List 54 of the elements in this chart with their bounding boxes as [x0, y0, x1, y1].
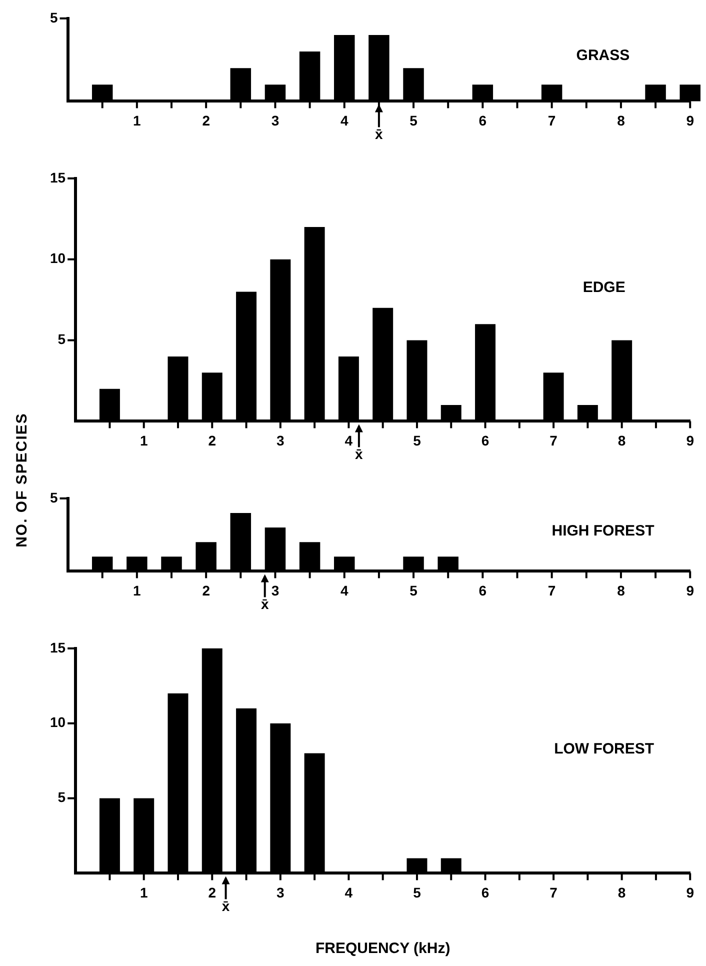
y-tick-label: 5 [58, 789, 66, 806]
x-tick-label: 7 [548, 582, 556, 598]
x-tick-label: 7 [548, 112, 556, 128]
x-tick-label: 6 [478, 112, 487, 128]
x-tick-label: 5 [410, 112, 418, 128]
x-tick-label: 4 [344, 432, 353, 448]
y-tick-label: 15 [50, 169, 66, 186]
x-tick-label: 6 [481, 884, 490, 900]
x-axis-title: FREQUENCY (kHz) [315, 940, 450, 958]
text: LOW FOREST [554, 740, 654, 758]
y-tick-label: 5 [50, 489, 58, 506]
y-tick-label: 15 [50, 639, 66, 656]
x-tick-label: 1 [140, 884, 148, 900]
x-tick-label: 7 [550, 432, 558, 448]
y-tick-label: 10 [50, 250, 66, 266]
x-tick-label: 6 [481, 432, 490, 448]
x-tick-label: 2 [202, 582, 210, 598]
x-tick-label: 5 [413, 884, 422, 900]
annotation: x̄ [260, 596, 269, 612]
x-tick-label: 1 [140, 432, 148, 448]
y-tick-label: 10 [50, 714, 66, 730]
x-tick-label: 2 [208, 432, 216, 448]
text: GRASS [576, 46, 630, 64]
y-tick-label: 5 [58, 331, 66, 348]
x-tick-label: 3 [271, 582, 280, 598]
x-tick-label: 2 [202, 112, 210, 128]
x-tick-label: 8 [618, 884, 626, 900]
x-tick-label: 9 [686, 432, 694, 448]
x-tick-label: 8 [617, 112, 626, 128]
x-tick-label: 4 [340, 582, 348, 598]
x-tick-label: 3 [271, 112, 280, 128]
y-axis-title: NO. OF SPECIES [14, 412, 30, 548]
x-tick-label: 9 [686, 582, 694, 598]
x-tick-label: 5 [410, 582, 418, 598]
text: EDGE [582, 278, 626, 296]
x-tick-label: 7 [550, 884, 558, 900]
y-tick-label: 5 [50, 9, 58, 26]
x-tick-label: 9 [686, 884, 694, 900]
x-tick-label: 6 [478, 582, 487, 598]
x-tick-label: 8 [618, 432, 626, 448]
x-tick-label: 4 [344, 884, 353, 900]
x-tick-label: 9 [686, 112, 694, 128]
text: HIGH FOREST [552, 522, 654, 540]
x-tick-label: 4 [340, 112, 348, 128]
x-tick-label: 2 [208, 884, 216, 900]
x-tick-label: 5 [413, 432, 422, 448]
x-tick-label: 3 [276, 432, 285, 448]
annotation: x̄ [222, 898, 230, 914]
x-tick-label: 1 [133, 582, 142, 598]
x-tick-label: 3 [276, 884, 285, 900]
annotation: x̄ [355, 446, 364, 462]
x-tick-label: 1 [133, 112, 142, 128]
annotation: x̄ [375, 126, 384, 142]
x-tick-label: 8 [617, 582, 626, 598]
